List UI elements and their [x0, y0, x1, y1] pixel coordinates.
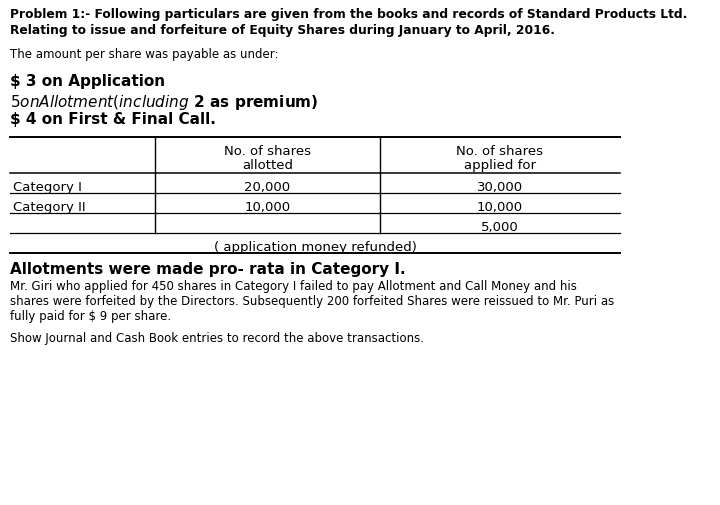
- Text: $ 5 on Allotment ( including $ 2 as premium): $ 5 on Allotment ( including $ 2 as prem…: [10, 93, 318, 112]
- Text: fully paid for $ 9 per share.: fully paid for $ 9 per share.: [10, 310, 171, 322]
- Text: Problem 1:- Following particulars are given from the books and records of Standa: Problem 1:- Following particulars are gi…: [10, 8, 688, 21]
- Text: $ 4 on First & Final Call.: $ 4 on First & Final Call.: [10, 112, 216, 127]
- Text: $ 3 on Application: $ 3 on Application: [10, 74, 165, 89]
- Text: Allotments were made pro- rata in Category I.: Allotments were made pro- rata in Catego…: [10, 262, 405, 276]
- Text: 5,000: 5,000: [481, 221, 519, 233]
- Text: Category II: Category II: [13, 200, 86, 214]
- Text: allotted: allotted: [242, 159, 293, 172]
- Text: 10,000: 10,000: [477, 200, 523, 214]
- Text: 20,000: 20,000: [244, 181, 291, 193]
- Text: Mr. Giri who applied for 450 shares in Category I failed to pay Allotment and Ca: Mr. Giri who applied for 450 shares in C…: [10, 279, 577, 292]
- Text: ( application money refunded): ( application money refunded): [214, 240, 416, 254]
- Text: 30,000: 30,000: [477, 181, 523, 193]
- Text: Category I: Category I: [13, 181, 82, 193]
- Text: Show Journal and Cash Book entries to record the above transactions.: Show Journal and Cash Book entries to re…: [10, 331, 424, 344]
- Text: No. of shares: No. of shares: [456, 145, 544, 158]
- Text: The amount per share was payable as under:: The amount per share was payable as unde…: [10, 48, 279, 61]
- Text: applied for: applied for: [464, 159, 536, 172]
- Text: 10,000: 10,000: [244, 200, 291, 214]
- Text: Relating to issue and forfeiture of Equity Shares during January to April, 2016.: Relating to issue and forfeiture of Equi…: [10, 24, 555, 37]
- Text: shares were forfeited by the Directors. Subsequently 200 forfeited Shares were r: shares were forfeited by the Directors. …: [10, 294, 614, 308]
- Text: No. of shares: No. of shares: [224, 145, 311, 158]
